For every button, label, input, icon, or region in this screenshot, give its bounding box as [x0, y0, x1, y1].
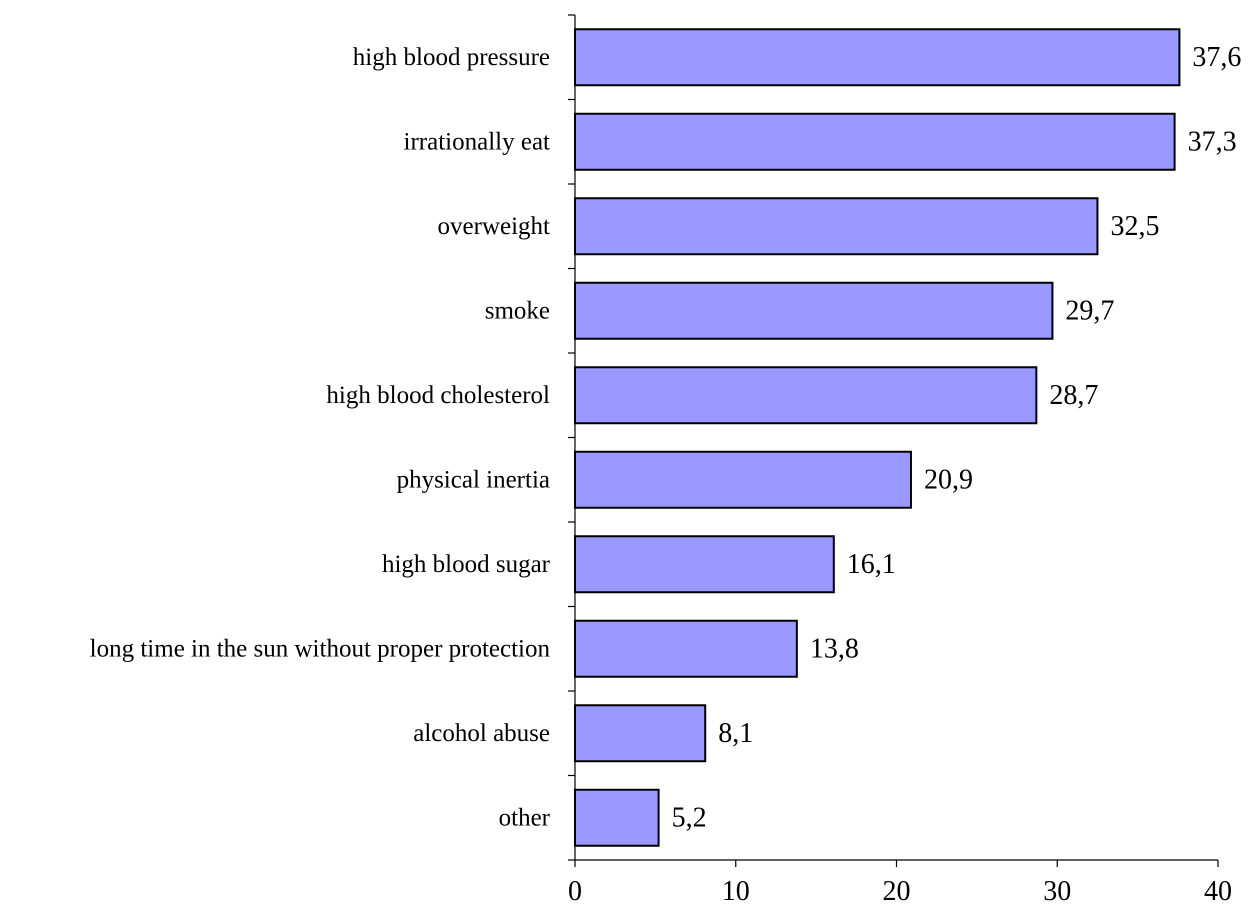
bar-2 [574, 197, 1099, 256]
x-tick-label: 20 [883, 876, 911, 907]
bars-layer [574, 28, 1181, 847]
bar-0 [574, 28, 1181, 87]
category-label: irrationally eat [404, 128, 551, 155]
category-label: high blood sugar [382, 551, 551, 578]
bar-8 [574, 704, 707, 763]
data-label: 5,2 [672, 802, 707, 833]
category-label: physical inertia [397, 466, 550, 493]
bar-6 [574, 535, 835, 594]
bar-1 [574, 112, 1176, 171]
bar-4 [574, 366, 1038, 425]
labels-layer: high blood pressure 37,6 irrationally eat 3… [90, 42, 1242, 907]
category-label: high blood cholesterol [326, 382, 550, 409]
data-label: 37,3 [1188, 126, 1237, 157]
bar-3 [574, 281, 1054, 340]
bar-5 [574, 450, 912, 509]
x-tick-label: 30 [1043, 876, 1071, 907]
category-label: other [499, 804, 551, 831]
data-label: 16,1 [847, 549, 896, 580]
data-label: 32,5 [1110, 211, 1159, 242]
data-label: 13,8 [810, 633, 859, 664]
bar-7 [574, 619, 798, 678]
category-label: high blood pressure [353, 44, 550, 71]
data-label: 28,7 [1049, 380, 1098, 411]
category-label: overweight [438, 213, 551, 240]
category-label: long time in the sun without proper prot… [90, 635, 551, 662]
x-tick-label: 10 [722, 876, 750, 907]
x-tick-label: 0 [568, 876, 582, 907]
bar-9 [574, 788, 660, 847]
x-tick-label: 40 [1204, 876, 1232, 907]
data-label: 20,9 [924, 464, 973, 495]
data-label: 8,1 [718, 718, 753, 749]
axes-layer [568, 14, 1219, 867]
category-label: alcohol abuse [413, 720, 550, 747]
data-label: 37,6 [1192, 42, 1241, 73]
data-label: 29,7 [1065, 295, 1114, 326]
category-label: smoke [485, 297, 550, 324]
